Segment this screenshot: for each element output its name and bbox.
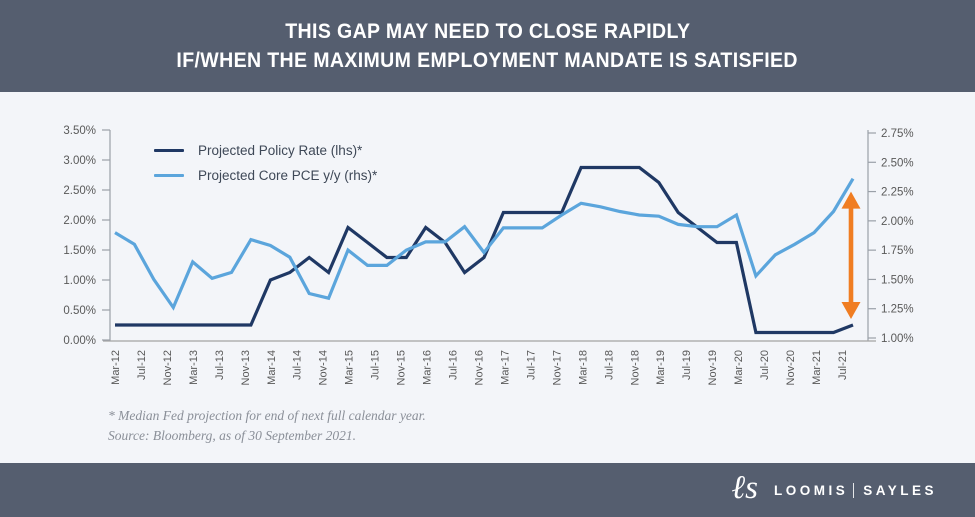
svg-text:Jul-16: Jul-16 <box>448 350 460 380</box>
svg-text:2.50%: 2.50% <box>63 185 96 197</box>
svg-text:Jul-14: Jul-14 <box>292 350 304 380</box>
svg-text:Mar-19: Mar-19 <box>655 350 667 385</box>
svg-text:Mar-16: Mar-16 <box>422 350 434 385</box>
header-banner: THIS GAP MAY NEED TO CLOSE RAPIDLY IF/WH… <box>0 0 975 92</box>
legend-item-policy-rate: Projected Policy Rate (lhs)* <box>154 138 377 163</box>
svg-text:Nov-18: Nov-18 <box>629 350 641 385</box>
legend-swatch-icon <box>154 149 184 152</box>
svg-text:Mar-15: Mar-15 <box>344 350 356 385</box>
series-policy-rate-line <box>115 165 854 335</box>
legend-item-core-pce: Projected Core PCE y/y (rhs)* <box>154 163 377 188</box>
page-title-line2: IF/WHEN THE MAXIMUM EMPLOYMENT MANDATE I… <box>176 49 799 72</box>
brand-lockup: ℓs LOOMIS SAYLES <box>731 463 937 517</box>
svg-text:Jul-15: Jul-15 <box>370 350 382 380</box>
svg-text:Jul-19: Jul-19 <box>681 350 693 380</box>
svg-text:Jul-18: Jul-18 <box>603 350 615 380</box>
svg-text:2.50%: 2.50% <box>881 157 914 169</box>
svg-text:2.00%: 2.00% <box>881 216 914 228</box>
svg-text:Nov-14: Nov-14 <box>318 350 330 385</box>
footnote-source: Source: Bloomberg, as of 30 September 20… <box>108 428 356 443</box>
svg-text:Mar-20: Mar-20 <box>733 350 745 385</box>
brand-divider <box>853 482 855 498</box>
chart-area: 0.00% 0.50% 1.00% 1.50% 2.00% 2.50% 3.00% 3.50%… <box>0 92 975 463</box>
svg-text:Nov-19: Nov-19 <box>707 350 719 385</box>
svg-text:Mar-12: Mar-12 <box>110 350 122 385</box>
svg-text:1.00%: 1.00% <box>63 275 96 287</box>
svg-text:0.50%: 0.50% <box>63 305 96 317</box>
svg-text:Jul-12: Jul-12 <box>136 350 148 380</box>
svg-text:2.75%: 2.75% <box>881 128 914 140</box>
svg-text:3.00%: 3.00% <box>63 155 96 167</box>
svg-text:Mar-18: Mar-18 <box>577 350 589 385</box>
svg-text:Jul-13: Jul-13 <box>214 350 226 380</box>
axes <box>103 130 876 342</box>
brand-word-loomis: LOOMIS <box>773 482 849 498</box>
footnote-projection: * Median Fed projection for end of next … <box>108 408 426 423</box>
svg-text:Nov-17: Nov-17 <box>551 350 563 385</box>
svg-text:0.00%: 0.00% <box>63 335 96 347</box>
loomis-sayles-logo-icon: ℓs <box>731 469 758 506</box>
svg-text:Jul-17: Jul-17 <box>525 350 537 380</box>
x-axis-labels: Mar-12 Jul-12 Nov-12 Mar-13 Jul-13 Nov-13 Mar-… <box>110 350 849 385</box>
svg-text:2.00%: 2.00% <box>63 215 96 227</box>
svg-text:1.25%: 1.25% <box>881 304 914 316</box>
footnotes: * Median Fed projection for end of next … <box>108 406 426 446</box>
page-title-line1: THIS GAP MAY NEED TO CLOSE RAPIDLY <box>284 20 691 43</box>
svg-text:Nov-20: Nov-20 <box>785 350 797 385</box>
right-axis: 1.00% 1.25% 1.50% 1.75% 2.00% 2.25% 2.50% 2.75% <box>868 128 914 345</box>
left-axis: 0.00% 0.50% 1.00% 1.50% 2.00% 2.50% 3.00% 3.50% <box>63 125 110 347</box>
legend-swatch-icon <box>154 174 184 177</box>
series-core-pce-line <box>114 177 855 311</box>
svg-text:Nov-12: Nov-12 <box>162 350 174 385</box>
chart-legend: Projected Policy Rate (lhs)* Projected Co… <box>154 138 377 188</box>
svg-text:Mar-17: Mar-17 <box>499 350 511 385</box>
gap-arrow <box>841 191 861 319</box>
svg-text:3.50%: 3.50% <box>63 125 96 137</box>
svg-text:2.25%: 2.25% <box>881 187 914 199</box>
legend-label: Projected Core PCE y/y (rhs)* <box>198 168 378 183</box>
svg-text:1.50%: 1.50% <box>63 245 96 257</box>
svg-text:1.75%: 1.75% <box>881 245 914 257</box>
svg-text:Nov-13: Nov-13 <box>240 350 252 385</box>
footer-banner: ℓs LOOMIS SAYLES <box>0 463 975 517</box>
svg-text:Nov-16: Nov-16 <box>473 350 485 385</box>
svg-text:Mar-21: Mar-21 <box>811 350 823 385</box>
svg-text:Jul-21: Jul-21 <box>837 350 849 380</box>
svg-text:1.00%: 1.00% <box>881 333 914 345</box>
svg-text:Mar-14: Mar-14 <box>266 350 278 385</box>
svg-text:Mar-13: Mar-13 <box>188 350 200 385</box>
svg-text:1.50%: 1.50% <box>881 274 914 286</box>
legend-label: Projected Policy Rate (lhs)* <box>198 143 363 158</box>
chart-svg: 0.00% 0.50% 1.00% 1.50% 2.00% 2.50% 3.00% 3.50%… <box>63 125 914 385</box>
brand-word-sayles: SAYLES <box>863 482 937 498</box>
svg-text:Nov-15: Nov-15 <box>396 350 408 385</box>
svg-text:Jul-20: Jul-20 <box>759 350 771 380</box>
